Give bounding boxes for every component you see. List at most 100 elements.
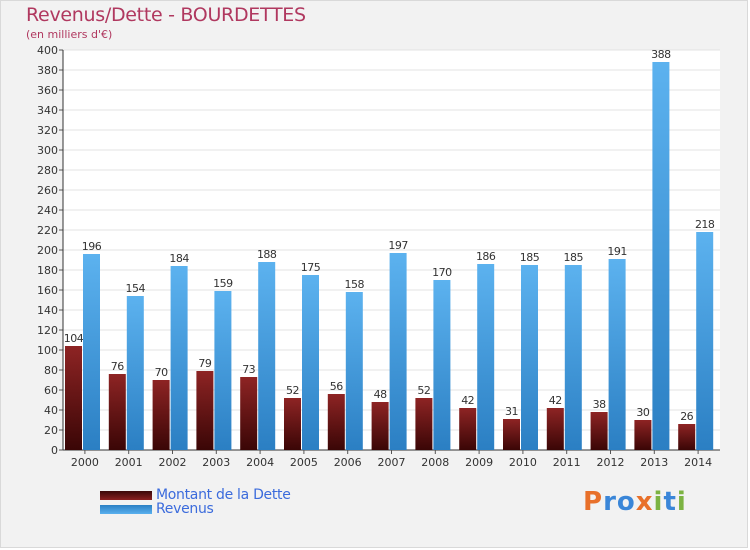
bar-debt [634,420,652,450]
y-tick-label: 340 [37,104,58,117]
data-label-revenue: 188 [257,248,277,261]
bar-debt [546,408,564,450]
data-label-debt: 31 [505,405,518,418]
bar-revenue [608,259,626,450]
x-tick-label: 2007 [378,456,406,469]
y-tick-label: 240 [37,204,58,217]
y-tick-label: 120 [37,324,58,337]
bar-revenue [433,280,451,450]
bar-revenue [214,291,232,450]
y-tick-label: 100 [37,344,58,357]
bar-debt [108,374,126,450]
data-label-debt: 30 [636,406,649,419]
legend-item-revenue: Revenus [100,501,214,517]
y-tick-label: 320 [37,124,58,137]
logo-letter: P [583,487,604,517]
data-label-debt: 26 [680,410,693,423]
data-label-debt: 42 [549,394,562,407]
bar-debt [196,371,214,450]
y-tick-label: 200 [37,244,58,257]
y-tick-label: 40 [44,404,58,417]
data-label-revenue: 185 [520,251,540,264]
x-tick-label: 2001 [115,456,143,469]
data-label-revenue: 158 [345,278,365,291]
x-tick-label: 2004 [246,456,274,469]
legend-label-revenue: Revenus [156,501,214,517]
x-tick-label: 2006 [334,456,362,469]
data-label-debt: 79 [198,357,211,370]
y-tick-label: 0 [51,444,58,457]
data-label-revenue: 154 [126,282,146,295]
bar-debt [503,419,520,450]
data-label-debt: 38 [593,398,606,411]
data-label-debt: 56 [330,380,343,393]
y-tick-label: 60 [44,384,58,397]
bar-debt [678,424,696,450]
data-label-revenue: 196 [82,240,102,253]
bar-revenue [345,292,363,450]
data-label-debt: 76 [111,360,124,373]
y-tick-label: 380 [37,64,58,77]
data-label-revenue: 191 [607,245,627,258]
y-tick-label: 300 [37,144,58,157]
chart-subtitle: (en milliers d'€) [26,28,113,41]
data-label-revenue: 218 [695,218,715,231]
legend-swatch-debt [100,490,152,500]
x-tick-label: 2002 [159,456,187,469]
bar-debt [459,408,477,450]
legend-item-debt: Montant de la Dette [100,487,291,503]
bar-revenue [126,296,144,450]
data-label-debt: 73 [242,363,255,376]
x-tick-label: 2013 [640,456,668,469]
chart-title: Revenus/Dette - BOURDETTES [26,4,306,26]
logo-letter: x [635,487,654,517]
bar-revenue [564,265,582,450]
x-tick-label: 2009 [465,456,493,469]
y-tick-label: 80 [44,364,58,377]
bar-revenue [696,232,714,450]
data-label-debt: 42 [461,394,474,407]
bar-revenue [389,253,407,450]
data-label-revenue: 186 [476,250,496,263]
proxiti-logo: Proxiti [583,487,687,517]
bar-debt [65,346,82,450]
bar-debt [371,402,389,450]
bar-revenue [302,275,319,450]
y-tick-label: 260 [37,184,58,197]
y-tick-label: 280 [37,164,58,177]
x-tick-label: 2003 [202,456,230,469]
x-tick-label: 2014 [684,456,712,469]
data-label-debt: 52 [417,384,430,397]
logo-letter: o [616,487,636,517]
bar-debt [240,377,258,450]
bar-revenue [170,266,188,450]
data-label-revenue: 185 [564,251,584,264]
data-label-debt: 52 [286,384,299,397]
bar-debt [152,380,170,450]
y-tick-label: 220 [37,224,58,237]
logo-letter: i [676,487,687,517]
y-tick-label: 360 [37,84,58,97]
data-label-revenue: 388 [651,48,671,61]
legend-label-debt: Montant de la Dette [156,487,291,503]
bar-revenue [652,62,670,450]
bar-debt [415,398,433,450]
bar-debt [327,394,345,450]
x-tick-label: 2011 [553,456,581,469]
data-label-debt: 104 [64,332,84,345]
x-tick-label: 2008 [421,456,449,469]
data-label-debt: 48 [374,388,387,401]
x-tick-label: 2000 [71,456,99,469]
logo-letter: i [653,487,664,517]
data-label-debt: 70 [155,366,168,379]
data-label-revenue: 184 [169,252,189,265]
legend-swatch-revenue [100,504,152,514]
bar-revenue [258,262,276,450]
bar-debt [590,412,608,450]
x-tick-label: 2010 [509,456,537,469]
bar-revenue [477,264,495,450]
y-tick-label: 400 [37,44,58,57]
y-tick-label: 160 [37,284,58,297]
bar-debt [284,398,301,450]
